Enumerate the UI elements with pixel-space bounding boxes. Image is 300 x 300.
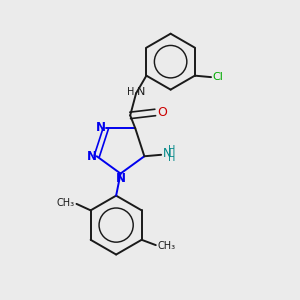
Text: O: O bbox=[157, 106, 167, 119]
Text: N: N bbox=[116, 172, 126, 185]
Text: H: H bbox=[168, 145, 175, 155]
Text: CH₃: CH₃ bbox=[157, 241, 176, 251]
Text: N: N bbox=[95, 121, 106, 134]
Text: N: N bbox=[137, 87, 145, 97]
Text: N: N bbox=[163, 147, 171, 160]
Text: H: H bbox=[168, 153, 175, 163]
Text: N: N bbox=[86, 150, 97, 163]
Text: CH₃: CH₃ bbox=[57, 198, 75, 208]
Text: Cl: Cl bbox=[212, 72, 224, 82]
Text: H: H bbox=[127, 87, 135, 97]
